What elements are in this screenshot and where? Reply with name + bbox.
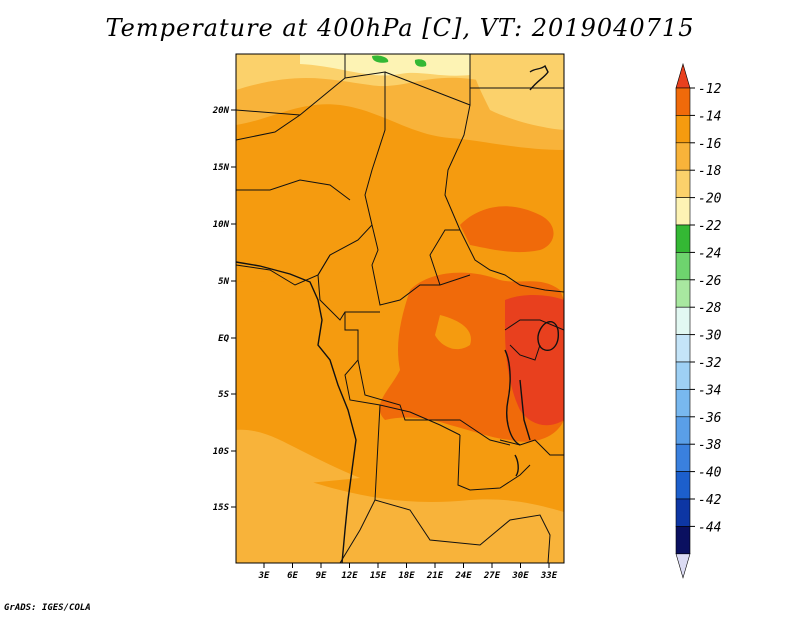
latitude-axis: 20N 15N 10N 5N EQ 5S 10S 15S: [212, 106, 236, 513]
lat-tick-label: 5N: [218, 277, 229, 287]
colorbar-label: -36: [698, 411, 722, 426]
lon-tick-label: 27E: [483, 571, 501, 581]
colorbar-swatch: [675, 471, 691, 500]
lon-tick-label: 24E: [454, 571, 472, 581]
coastlines: [235, 64, 560, 564]
band-18-16-south: [236, 469, 564, 563]
colorbar-swatch: [675, 115, 691, 144]
colorbar-label: -28: [698, 301, 722, 316]
colorbar-swatch: [675, 87, 691, 116]
lat-tick-label: 20N: [212, 106, 230, 116]
lat-tick-label: 10N: [213, 220, 230, 230]
colorbar-label: -18: [698, 164, 722, 179]
colorbar-label: -34: [698, 383, 721, 398]
colorbar-bottom-arrow: [675, 553, 691, 579]
lat-tick-label: 10S: [213, 447, 230, 457]
lon-tick-label: 15E: [370, 571, 387, 581]
colorbar-swatch: [675, 142, 691, 171]
colorbar-label: -30: [698, 329, 722, 344]
colorbar-swatch: [675, 361, 691, 390]
colorbar-swatch: [675, 498, 691, 527]
lon-tick-label: 30E: [511, 571, 529, 581]
colorbar-label: -16: [698, 137, 722, 152]
colorbar-swatch: [675, 443, 691, 472]
colorbar-swatch: [675, 169, 691, 198]
chart-title: Temperature at 400hPa [C], VT: 201904071…: [105, 14, 695, 42]
lon-tick-label: 33E: [540, 571, 558, 581]
colorbar-label: -24: [698, 246, 721, 261]
colorbar-swatch: [675, 197, 691, 226]
colorbar-swatch: [675, 224, 691, 253]
band-northeast: [470, 54, 564, 130]
band-14-12-sudan: [460, 206, 554, 253]
lon-tick-label: 18E: [398, 571, 415, 581]
colorbar-top-arrow: [675, 62, 691, 89]
colorbar-swatch: [675, 334, 691, 363]
colorbar-label: -44: [698, 520, 721, 535]
colorbar-label: -20: [698, 192, 722, 207]
colorbar-swatch: [675, 526, 691, 555]
band-westcoast: [236, 260, 300, 282]
colorbar-swatch: [675, 279, 691, 308]
colorbar-label: -38: [698, 438, 722, 453]
colorbar-label: -14: [698, 109, 721, 124]
temperature-field: [236, 54, 564, 563]
lon-tick-label: 9E: [316, 571, 327, 581]
band-22-20-north: [300, 54, 470, 76]
country-borders: [235, 54, 565, 564]
colorbar-label: -40: [698, 466, 722, 481]
colorbar: -12 -14 -16 -18 -20 -22 -24 -26 -28 -30 -32 -34 -36 -…: [675, 62, 722, 579]
lon-tick-label: 21E: [426, 571, 444, 581]
longitude-axis: 3E 6E 9E 12E 15E 18E 21E 24E 27E 30E 33E: [258, 563, 558, 581]
colorbar-swatch: [675, 306, 691, 335]
lon-tick-label: 12E: [341, 571, 358, 581]
lat-tick-label: 5S: [218, 390, 229, 400]
lon-tick-label: 6E: [287, 571, 298, 581]
lat-tick-label: 15S: [213, 503, 230, 513]
band-24-22-patch: [372, 55, 427, 67]
colorbar-label: -12: [698, 82, 722, 97]
colorbar-label: -42: [698, 493, 722, 508]
plot-frame: [235, 53, 565, 564]
grads-credit: GrADS: IGES/COLA: [4, 603, 91, 613]
colorbar-label: -22: [698, 219, 722, 234]
band-18-16-southwest: [236, 429, 360, 490]
colorbar-label: -32: [698, 356, 722, 371]
colorbar-swatch: [675, 252, 691, 281]
colorbar-swatch: [675, 416, 691, 445]
colorbar-swatch: [675, 389, 691, 418]
lat-tick-label: EQ: [218, 334, 229, 344]
lon-tick-label: 3E: [258, 571, 270, 581]
lat-tick-label: 15N: [213, 163, 230, 173]
colorbar-label: -26: [698, 274, 722, 289]
band-inner-congo: [435, 315, 471, 350]
